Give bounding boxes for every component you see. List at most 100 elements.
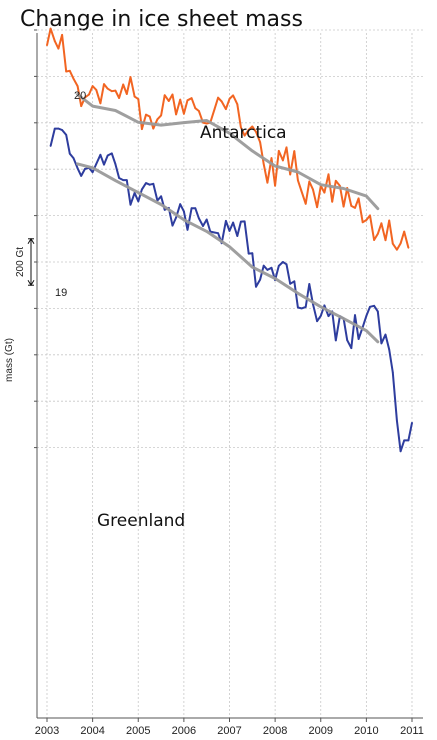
x-tick-label: 2011 <box>400 725 424 737</box>
data-point-greenland <box>266 269 269 271</box>
data-point-greenland <box>225 220 227 222</box>
data-point-greenland <box>346 339 349 342</box>
data-point-greenland <box>118 177 120 179</box>
data-point-antarctica <box>289 173 292 176</box>
data-point-antarctica <box>65 70 68 73</box>
x-tick-label: 2010 <box>354 725 378 737</box>
data-point-greenland <box>334 339 337 342</box>
data-point-greenland <box>297 306 299 309</box>
data-point-antarctica <box>300 190 303 193</box>
data-point-greenland <box>179 203 182 206</box>
data-point-greenland <box>61 129 63 131</box>
data-point-antarctica <box>148 115 151 118</box>
data-point-greenland <box>391 371 394 374</box>
data-point-antarctica <box>133 95 136 98</box>
data-point-antarctica <box>110 90 113 93</box>
data-point-greenland <box>49 145 52 147</box>
data-point-greenland <box>411 421 413 424</box>
data-point-antarctica <box>190 97 193 100</box>
data-point-greenland <box>217 232 220 235</box>
data-point-antarctica <box>95 89 98 91</box>
data-point-greenland <box>122 179 125 182</box>
data-point-greenland <box>80 175 83 177</box>
data-point-antarctica <box>53 40 56 42</box>
data-point-antarctica <box>163 94 166 97</box>
trend-line-greenland <box>76 162 380 344</box>
data-point-greenland <box>259 278 261 281</box>
data-point-antarctica <box>316 206 318 209</box>
data-point-antarctica <box>171 93 174 96</box>
data-point-greenland <box>95 163 98 165</box>
x-axis-ticks: 2003 2004 2005 2006 2007 2008 2009 2010 2011 <box>35 718 424 737</box>
data-point-greenland <box>148 183 151 186</box>
data-point-greenland <box>194 207 197 210</box>
data-point-antarctica <box>125 93 128 95</box>
data-point-antarctica <box>312 188 314 191</box>
data-point-greenland <box>228 230 231 232</box>
data-point-antarctica <box>255 130 257 133</box>
data-point-greenland <box>384 333 387 336</box>
data-point-antarctica <box>68 69 71 72</box>
data-point-greenland <box>186 228 189 231</box>
data-point-greenland <box>369 305 371 308</box>
data-point-antarctica <box>266 181 269 184</box>
data-point-greenland <box>282 261 284 263</box>
data-point-greenland <box>293 280 296 283</box>
data-point-antarctica <box>388 219 391 222</box>
data-point-greenland <box>72 157 75 160</box>
data-point-greenland <box>57 127 60 130</box>
data-point-antarctica <box>334 179 337 182</box>
data-point-antarctica <box>141 128 143 131</box>
x-tick-label: 2007 <box>217 725 241 737</box>
data-point-antarctica <box>179 98 182 101</box>
data-point-antarctica <box>220 100 223 103</box>
data-point-greenland <box>247 252 250 255</box>
series-line-greenland <box>49 127 413 453</box>
data-point-greenland <box>240 220 242 223</box>
data-point-antarctica <box>76 85 79 87</box>
data-point-antarctica <box>175 113 178 116</box>
data-point-greenland <box>65 134 68 136</box>
data-point-greenland <box>137 200 140 203</box>
data-point-antarctica <box>240 126 242 129</box>
data-point-antarctica <box>376 233 379 235</box>
data-point-greenland <box>327 315 330 317</box>
data-point-antarctica <box>236 103 239 106</box>
data-point-greenland <box>84 168 86 170</box>
data-point-greenland <box>316 320 318 323</box>
data-point-antarctica <box>304 202 307 205</box>
scale-bar-arrow-down <box>27 279 35 287</box>
data-point-greenland <box>205 218 208 221</box>
data-point-greenland <box>365 314 368 317</box>
data-point-greenland <box>91 171 94 174</box>
data-point-antarctica <box>243 134 246 137</box>
data-point-antarctica <box>61 34 63 36</box>
data-point-greenland <box>198 217 200 220</box>
data-point-antarctica <box>327 173 330 176</box>
data-point-antarctica <box>350 205 353 207</box>
series-label-antarctica: Antarctica <box>200 123 287 143</box>
data-point-greenland <box>163 208 166 211</box>
data-point-antarctica <box>262 163 265 165</box>
data-point-antarctica <box>232 94 235 97</box>
series-label-greenland: Greenland <box>97 511 185 531</box>
data-point-greenland <box>399 450 402 453</box>
data-point-antarctica <box>384 239 387 242</box>
data-point-antarctica <box>122 83 125 86</box>
data-point-greenland <box>300 307 303 310</box>
data-point-antarctica <box>183 112 185 115</box>
data-point-greenland <box>213 231 216 234</box>
data-point-antarctica <box>373 239 375 241</box>
data-point-antarctica <box>137 98 140 100</box>
data-point-greenland <box>99 153 102 156</box>
data-point-antarctica <box>129 76 132 78</box>
data-point-antarctica <box>145 113 147 116</box>
data-point-antarctica <box>217 96 220 99</box>
data-point-greenland <box>129 203 132 206</box>
data-point-greenland <box>357 338 360 340</box>
data-point-greenland <box>243 220 246 223</box>
data-point-antarctica <box>282 159 284 162</box>
data-point-greenland <box>103 163 105 166</box>
data-point-greenland <box>232 221 235 224</box>
